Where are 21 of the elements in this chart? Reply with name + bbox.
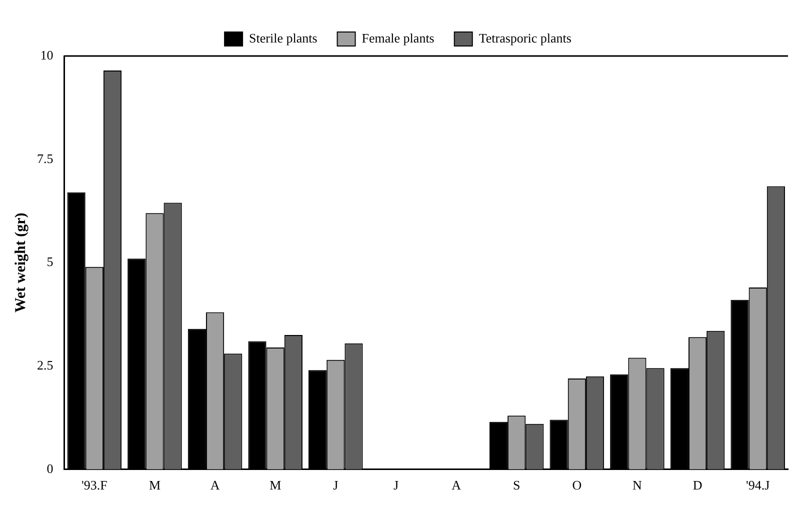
y-tick-label: 10 — [40, 47, 54, 62]
y-tick-label: 7.5 — [37, 150, 54, 166]
legend-label: Sterile plants — [249, 30, 318, 46]
y-tick-label: 5 — [46, 254, 54, 270]
x-tick-label: M — [148, 478, 161, 493]
y-tick-label: 2.5 — [37, 357, 54, 372]
x-tick-label: D — [692, 478, 702, 493]
y-axis-title: Wet weight (gr) — [12, 212, 29, 313]
x-tick-label: O — [572, 478, 582, 493]
x-tick-label: S — [512, 478, 520, 493]
x-tick-label: A — [452, 478, 462, 493]
x-tick-label: '94.J — [746, 478, 770, 493]
legend-label: Female plants — [362, 30, 434, 46]
x-tick-label: J — [333, 478, 338, 493]
y-tick-label: 0 — [46, 460, 54, 476]
x-tick-label: A — [210, 478, 220, 493]
legend-label: Tetrasporic plants — [478, 30, 572, 46]
x-tick-label: J — [393, 478, 398, 493]
x-tick-label: N — [632, 478, 643, 493]
x-tick-label: M — [270, 478, 282, 493]
x-tick-label: '93.F — [81, 478, 108, 493]
